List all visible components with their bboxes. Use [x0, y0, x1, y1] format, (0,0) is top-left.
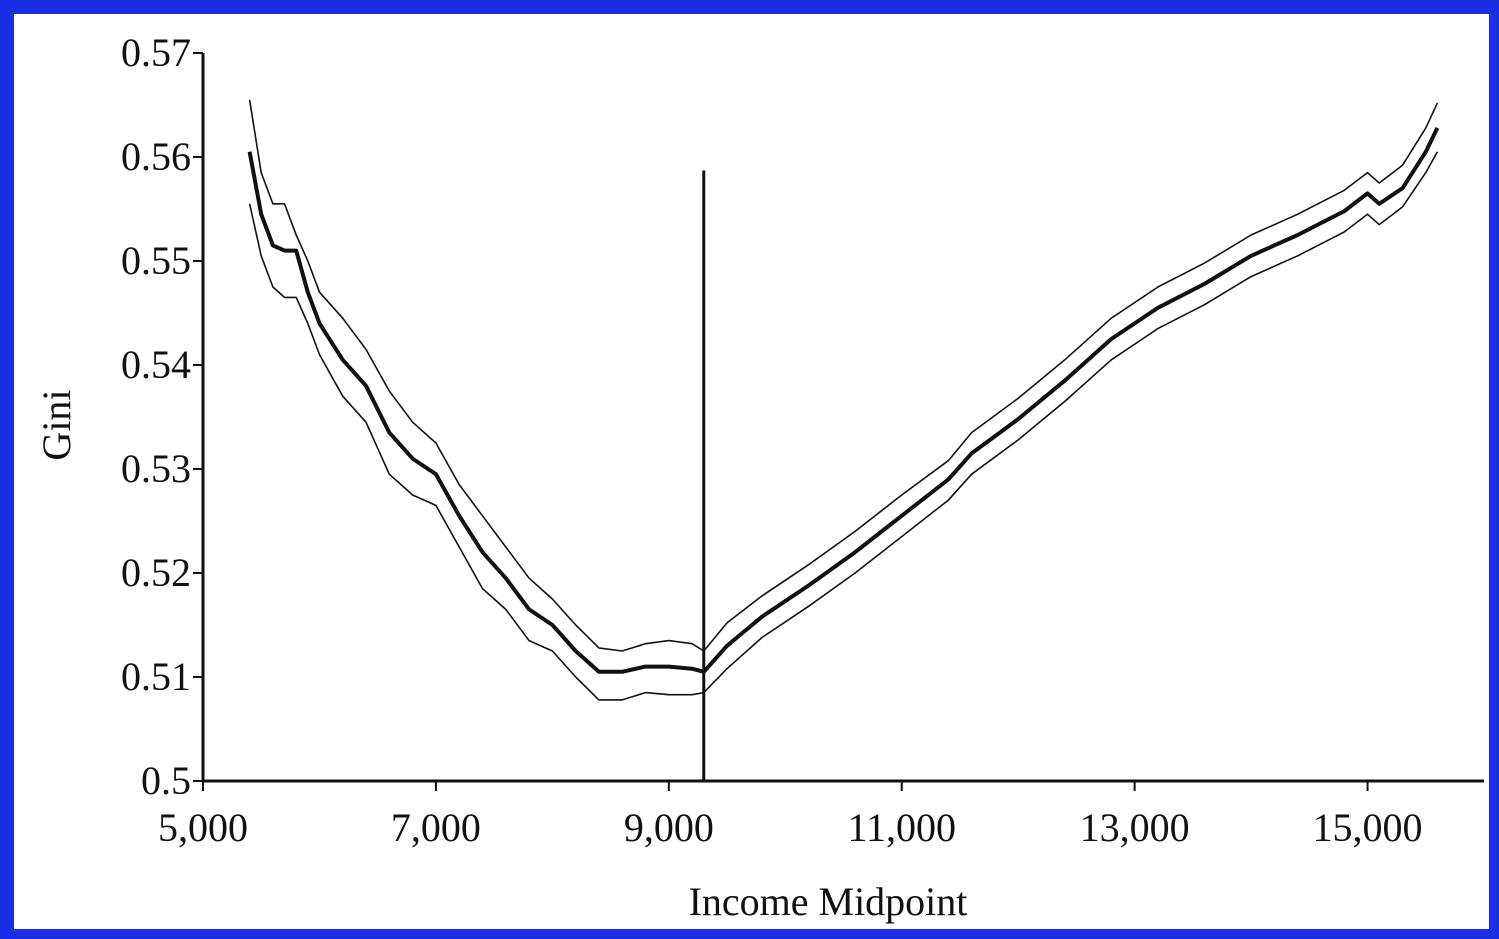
gini-estimate-line — [247, 127, 1440, 674]
x-tick-label: 7,000 — [391, 805, 481, 850]
y-tick-label: 0.5 — [141, 758, 191, 803]
y-tick-label: 0.57 — [121, 30, 191, 75]
ticks: 0.5 0.51 0.52 0.53 0.54 0.55 0.56 0.57 5,000 7,00… — [121, 30, 1423, 850]
x-axis-title: Income Midpoint — [689, 879, 968, 924]
y-tick-label: 0.56 — [121, 134, 191, 179]
lower-bound-line — [248, 151, 1439, 701]
x-tick-label: 5,000 — [158, 805, 248, 850]
y-tick-label: 0.51 — [121, 654, 191, 699]
y-tick-label: 0.52 — [121, 550, 191, 595]
series-group — [247, 99, 1440, 701]
axes — [201, 53, 1484, 783]
x-tick-label: 15,000 — [1313, 805, 1423, 850]
x-tick-label: 9,000 — [624, 805, 714, 850]
x-tick-label: 11,000 — [847, 805, 956, 850]
y-tick-label: 0.53 — [121, 446, 191, 491]
y-tick-label: 0.54 — [121, 342, 191, 387]
y-tick-label: 0.55 — [121, 238, 191, 283]
x-tick-label: 13,000 — [1080, 805, 1190, 850]
upper-bound-line — [248, 99, 1439, 652]
y-axis-title: Gini — [34, 389, 79, 460]
